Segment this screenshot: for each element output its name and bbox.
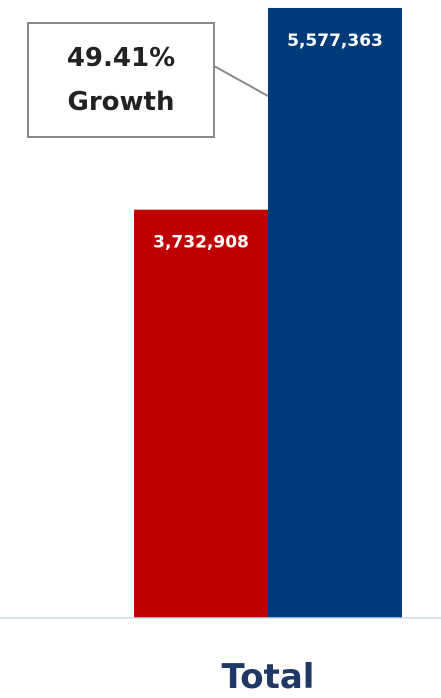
bars-layer: 3,732,908 5,577,363 [134, 7, 402, 619]
bar-second-period [268, 7, 402, 619]
bar-value-label-first: 3,732,908 [153, 233, 249, 253]
callout-leader-line [213, 65, 269, 97]
bar-value-label-second: 5,577,363 [287, 31, 383, 51]
bar-first-period [134, 209, 268, 618]
growth-callout-box [27, 22, 215, 138]
growth-word-label: Growth [68, 87, 175, 117]
category-label-total: Total [222, 657, 315, 697]
growth-percent-label: 49.41% [67, 43, 175, 73]
